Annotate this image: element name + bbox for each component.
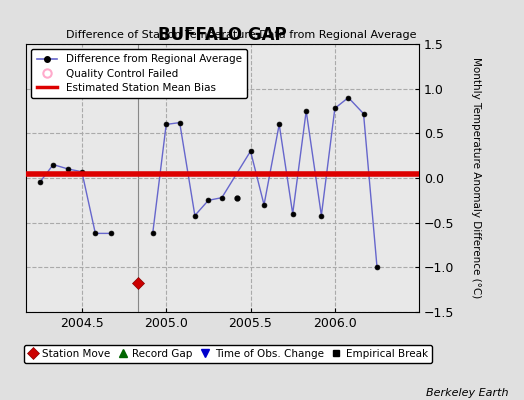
Text: Difference of Station Temperature Data from Regional Average: Difference of Station Temperature Data f… bbox=[66, 30, 416, 40]
Text: Berkeley Earth: Berkeley Earth bbox=[426, 388, 508, 398]
Y-axis label: Monthly Temperature Anomaly Difference (°C): Monthly Temperature Anomaly Difference (… bbox=[471, 57, 481, 299]
Title: BUFFALO GAP: BUFFALO GAP bbox=[158, 26, 287, 44]
Legend: Station Move, Record Gap, Time of Obs. Change, Empirical Break: Station Move, Record Gap, Time of Obs. C… bbox=[24, 345, 432, 363]
